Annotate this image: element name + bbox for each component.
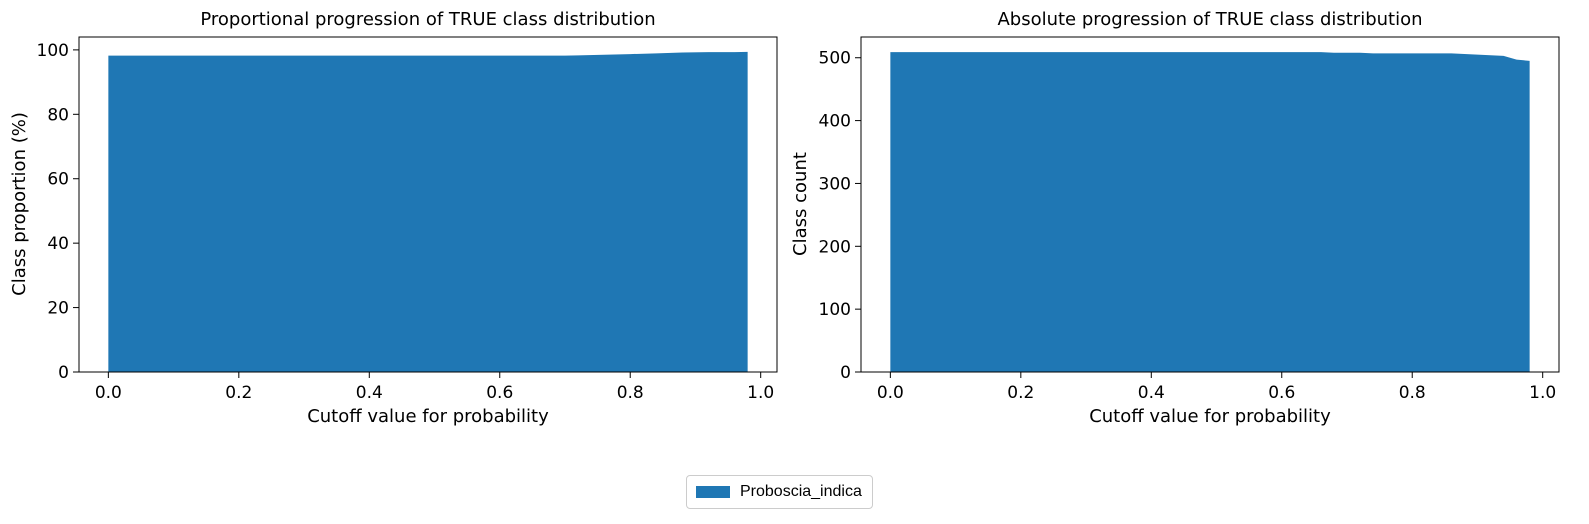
x-tick-label: 0.2	[225, 383, 252, 403]
x-tick-label: 0.8	[617, 383, 644, 403]
y-axis-label: Class proportion (%)	[9, 112, 30, 296]
x-axis-label: Cutoff value for probability	[1089, 406, 1331, 427]
y-tick-label: 300	[819, 174, 851, 194]
x-tick-label: 0.4	[356, 383, 383, 403]
x-tick-label: 0.8	[1399, 383, 1426, 403]
area-series-0	[108, 51, 748, 372]
y-tick-label: 60	[47, 170, 69, 190]
y-tick-label: 400	[819, 112, 851, 132]
x-tick-label: 0.6	[486, 383, 513, 403]
y-tick-label: 200	[819, 237, 851, 257]
y-tick-label: 100	[819, 300, 851, 320]
x-tick-label: 0.2	[1007, 383, 1034, 403]
count-chart: Absolute progression of TRUE class distr…	[790, 9, 1560, 427]
legend-label: Proboscia_indica	[740, 483, 862, 500]
x-tick-label: 0.0	[877, 383, 904, 403]
x-tick-label: 1.0	[1529, 383, 1556, 403]
proportion-chart: Proportional progression of TRUE class d…	[9, 9, 778, 427]
x-tick-label: 1.0	[747, 383, 774, 403]
y-tick-label: 0	[840, 363, 851, 383]
plot-frame	[78, 36, 778, 373]
x-tick-label: 0.6	[1268, 383, 1295, 403]
x-tick-label: 0.0	[95, 383, 122, 403]
plot-frame	[860, 36, 1560, 373]
chart-title: Absolute progression of TRUE class distr…	[997, 9, 1422, 30]
y-tick-label: 0	[58, 363, 69, 383]
y-tick-label: 40	[47, 234, 69, 254]
y-axis-label: Class count	[790, 152, 811, 256]
chart-title: Proportional progression of TRUE class d…	[200, 9, 655, 30]
legend-swatch	[696, 486, 730, 498]
area-series-0	[890, 52, 1530, 372]
y-tick-label: 500	[819, 49, 851, 69]
legend: Proboscia_indica	[686, 475, 873, 509]
y-tick-label: 20	[47, 299, 69, 319]
y-tick-label: 80	[47, 105, 69, 125]
x-tick-label: 0.4	[1138, 383, 1165, 403]
y-tick-label: 100	[37, 41, 69, 61]
x-axis-label: Cutoff value for probability	[307, 406, 549, 427]
